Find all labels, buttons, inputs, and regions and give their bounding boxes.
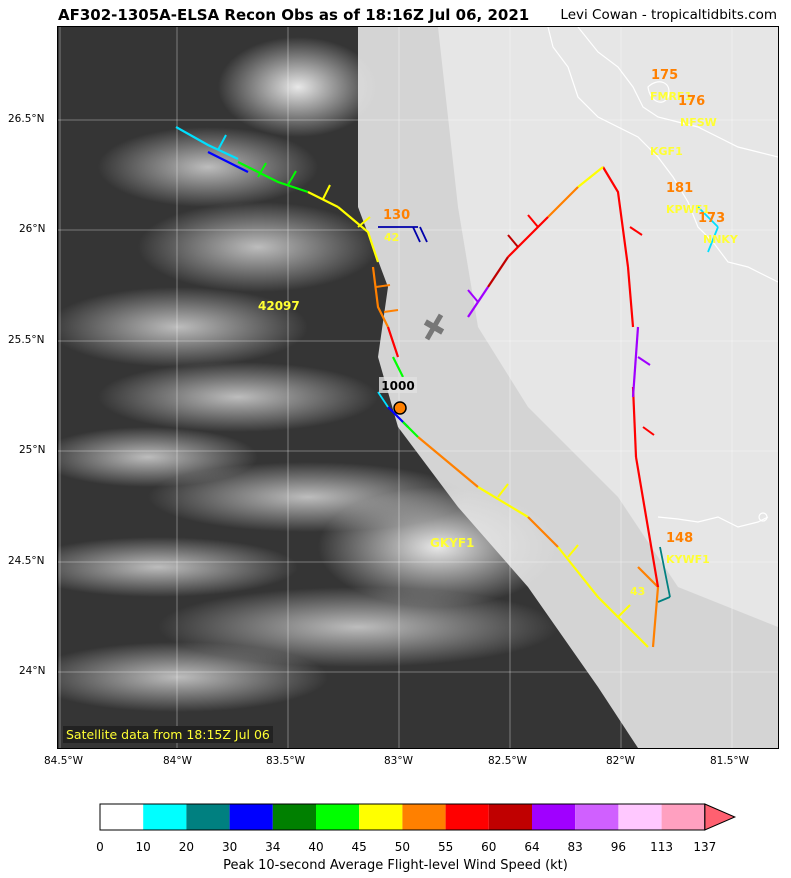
lat-tick-26-5: 26.5°N [8,113,45,125]
map-title: AF302-1305A-ELSA Recon Obs as of 18:16Z … [58,6,530,24]
lon-tick-84: 84°W [163,755,192,767]
colorbar-swatch [488,804,532,830]
station-value-181: 181 [666,181,693,196]
lat-tick-24-5: 24.5°N [8,555,45,567]
colorbar-tick-label: 30 [221,840,238,854]
colorbar-tick-label: 55 [437,840,454,854]
wind-barb-flags [217,134,655,618]
colorbar-tick-label: 137 [693,840,717,854]
colorbar-label: Peak 10-second Average Flight-level Wind… [223,858,568,873]
colorbar-tick-label: 113 [650,840,674,854]
colorbar-swatch [661,804,705,830]
colorbar [99,803,737,831]
station-value-148: 148 [666,531,693,546]
colorbar-swatch [402,804,446,830]
station-value-130: 130 [383,208,410,223]
colorbar-tick-label: 20 [178,840,195,854]
station-barbs [377,206,719,603]
pressure-box [379,377,417,393]
station-id-gkyf1: GKYF1 [430,536,474,550]
station-id-42: 42 [384,231,399,244]
colorbar-swatch [445,804,489,830]
lon-tick-81-5: 81.5°W [710,755,750,767]
credit-text: Levi Cowan - tropicaltidbits.com [560,7,777,23]
aircraft-icon [423,313,445,341]
colorbar-tick-label: 96 [610,840,627,854]
station-id-kgf: KGF1 [650,145,683,158]
colorbar-tick-label: 45 [351,840,367,854]
colorbar-swatch [186,804,230,830]
lat-tick-26: 26°N [19,223,46,235]
wind-barb-track [175,126,660,648]
colorbar-tick-label: 34 [265,840,281,854]
colorbar-swatch [100,804,144,830]
map-canvas: 1000 175 FMRF1 176 NFSW KGF1 181 KPWF1 1… [58,27,778,748]
station-id-fmrf1: FMRF1 [650,90,692,103]
colorbar-swatch [229,804,273,830]
lat-tick-25-5: 25.5°N [8,334,45,346]
colorbar-tick-label: 60 [481,840,497,854]
lon-tick-83: 83°W [384,755,413,767]
colorbar-tick-label: 40 [308,840,324,854]
satellite-timestamp: Satellite data from 18:15Z Jul 06 [63,726,273,743]
colorbar-tick-label: 83 [567,840,583,854]
cloud-bands [58,37,558,712]
lat-tick-25: 25°N [19,444,46,456]
station-value-175: 175 [651,68,678,83]
station-id-42097: 42097 [258,299,300,313]
colorbar-swatch [618,804,662,830]
cloud-shield-bright [438,27,778,627]
colorbar-swatch [575,804,619,830]
station-value-176: 176 [678,94,705,109]
station-value-173: 173 [698,211,725,226]
colorbar-tick-label: 50 [394,840,411,854]
colorbar-swatch [532,804,576,830]
graticule [58,27,778,748]
recon-map: 1000 175 FMRF1 176 NFSW KGF1 181 KPWF1 1… [57,26,779,749]
lon-tick-83-5: 83.5°W [266,755,306,767]
pressure-label: 1000 [381,379,414,393]
station-id-kpwf1: KPWF1 [666,203,710,216]
lon-tick-82: 82°W [606,755,635,767]
lat-tick-24: 24°N [19,665,46,677]
colorbar-tick-label: 0 [96,840,104,854]
colorbar-swatch [143,804,187,830]
colorbar-swatch [272,804,316,830]
station-id-nfsw: NFSW [680,116,717,129]
storm-center-marker [393,401,407,415]
colorbar-swatch [316,804,360,830]
station-id-nnky: NNKY [703,233,739,246]
lon-tick-84-5: 84.5°W [44,755,84,767]
station-id-kywf1: KYWF1 [666,553,710,566]
colorbar-tick-label: 10 [135,840,151,854]
station-id-43: 43 [630,585,645,598]
lon-tick-82-5: 82.5°W [488,755,528,767]
station-labels: 175 FMRF1 176 NFSW KGF1 181 KPWF1 173 NN… [258,68,739,598]
colorbar-extend-arrow [704,803,737,831]
colorbar-border [99,803,706,831]
colorbar-swatch [359,804,403,830]
florida-coastline [547,27,778,528]
colorbar-tick-label: 64 [524,840,540,854]
